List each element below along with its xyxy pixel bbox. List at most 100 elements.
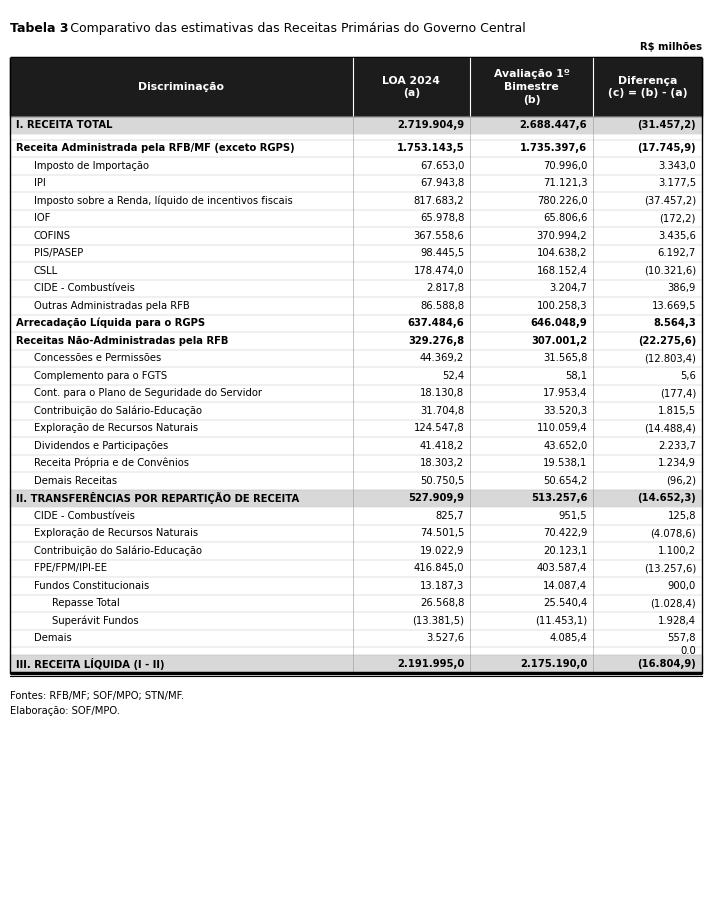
Text: (10.321,6): (10.321,6): [644, 266, 696, 275]
Text: Exploração de Recursos Naturais: Exploração de Recursos Naturais: [34, 423, 198, 433]
Text: R$ milhões: R$ milhões: [640, 42, 702, 52]
Text: Contribuição do Salário-Educação: Contribuição do Salário-Educação: [34, 545, 202, 556]
Text: Contribuição do Salário-Educação: Contribuição do Salário-Educação: [34, 406, 202, 416]
Bar: [10, 157, 702, 175]
Text: 178.474,0: 178.474,0: [414, 266, 464, 275]
Text: 386,9: 386,9: [668, 284, 696, 293]
Text: 2.817,8: 2.817,8: [426, 284, 464, 293]
Text: 3.435,6: 3.435,6: [658, 230, 696, 240]
Text: (96,2): (96,2): [666, 476, 696, 486]
Text: 19.538,1: 19.538,1: [543, 458, 587, 468]
Text: I. RECEITA TOTAL: I. RECEITA TOTAL: [16, 120, 112, 130]
Text: 825,7: 825,7: [436, 511, 464, 521]
Text: (4.078,6): (4.078,6): [650, 528, 696, 538]
Text: : Comparativo das estimativas das Receitas Primárias do Governo Central: : Comparativo das estimativas das Receit…: [62, 22, 525, 35]
Text: 70.996,0: 70.996,0: [543, 161, 587, 171]
Text: Outras Administradas pela RFB: Outras Administradas pela RFB: [34, 301, 190, 310]
Bar: [10, 367, 702, 384]
Bar: [10, 402, 702, 419]
Bar: [10, 419, 702, 437]
Text: 2.719.904,9: 2.719.904,9: [397, 120, 464, 130]
Text: 71.121,3: 71.121,3: [543, 178, 587, 188]
Bar: [10, 245, 702, 262]
Text: Demais Receitas: Demais Receitas: [34, 476, 117, 486]
Text: Dividendos e Participações: Dividendos e Participações: [34, 441, 168, 451]
Bar: [10, 490, 702, 507]
Text: (17.745,9): (17.745,9): [637, 143, 696, 153]
Text: Repasse Total: Repasse Total: [52, 598, 120, 608]
Text: III. RECEITA LÍQUIDA (I - II): III. RECEITA LÍQUIDA (I - II): [16, 658, 164, 670]
Text: 31.704,8: 31.704,8: [420, 406, 464, 416]
Text: Fundos Constitucionais: Fundos Constitucionais: [34, 580, 150, 590]
Text: 1.928,4: 1.928,4: [658, 616, 696, 625]
Text: Receita Própria e de Convênios: Receita Própria e de Convênios: [34, 458, 189, 469]
Text: 403.587,4: 403.587,4: [537, 563, 587, 573]
Text: 33.520,3: 33.520,3: [543, 406, 587, 416]
Bar: [10, 140, 702, 157]
Text: 19.022,9: 19.022,9: [419, 545, 464, 555]
Text: FPE/FPM/IPI-EE: FPE/FPM/IPI-EE: [34, 563, 107, 573]
Text: 1.735.397,6: 1.735.397,6: [520, 143, 587, 153]
Text: 2.191.995,0: 2.191.995,0: [397, 659, 464, 669]
Text: 17.953,4: 17.953,4: [543, 388, 587, 398]
Bar: [10, 595, 702, 612]
Text: LOA 2024
(a): LOA 2024 (a): [382, 76, 440, 98]
Text: Demais: Demais: [34, 634, 72, 643]
Text: 2.688.447,6: 2.688.447,6: [520, 120, 587, 130]
Text: CIDE - Combustíveis: CIDE - Combustíveis: [34, 284, 135, 293]
Text: 50.654,2: 50.654,2: [543, 476, 587, 486]
Text: Imposto de Importação: Imposto de Importação: [34, 161, 149, 171]
Text: 557,8: 557,8: [668, 634, 696, 643]
Text: 367.558,6: 367.558,6: [414, 230, 464, 240]
Text: 18.130,8: 18.130,8: [420, 388, 464, 398]
Text: 13.669,5: 13.669,5: [651, 301, 696, 310]
Text: 65.978,8: 65.978,8: [420, 213, 464, 223]
Bar: [10, 297, 702, 314]
Bar: [10, 280, 702, 297]
Text: II. TRANSFERÊNCIAS POR REPARTIÇÃO DE RECEITA: II. TRANSFERÊNCIAS POR REPARTIÇÃO DE REC…: [16, 492, 299, 504]
Text: (13.381,5): (13.381,5): [412, 616, 464, 625]
Text: 3.177,5: 3.177,5: [658, 178, 696, 188]
Text: (13.257,6): (13.257,6): [644, 563, 696, 573]
Text: (14.652,3): (14.652,3): [637, 493, 696, 503]
Text: Elaboração: SOF/MPO.: Elaboração: SOF/MPO.: [10, 706, 120, 716]
Text: 124.547,8: 124.547,8: [414, 423, 464, 433]
Bar: [10, 437, 702, 454]
Text: 26.568,8: 26.568,8: [420, 598, 464, 608]
Bar: [10, 349, 702, 367]
Text: 98.445,5: 98.445,5: [420, 248, 464, 258]
Text: 168.152,4: 168.152,4: [537, 266, 587, 275]
Text: 125,8: 125,8: [668, 511, 696, 521]
Text: 416.845,0: 416.845,0: [414, 563, 464, 573]
Bar: [10, 227, 702, 245]
Text: 637.484,6: 637.484,6: [407, 319, 464, 328]
Text: Complemento para o FGTS: Complemento para o FGTS: [34, 371, 167, 381]
Text: 527.909,9: 527.909,9: [408, 493, 464, 503]
Text: Diferença
(c) = (b) - (a): Diferença (c) = (b) - (a): [608, 76, 687, 98]
Bar: [10, 577, 702, 595]
Bar: [10, 542, 702, 560]
Text: (1.028,4): (1.028,4): [650, 598, 696, 608]
Text: (22.275,6): (22.275,6): [638, 336, 696, 346]
Bar: [10, 454, 702, 472]
Text: Arrecadação Líquida para o RGPS: Arrecadação Líquida para o RGPS: [16, 318, 205, 328]
Text: Exploração de Recursos Naturais: Exploração de Recursos Naturais: [34, 528, 198, 538]
Text: 646.048,9: 646.048,9: [530, 319, 587, 328]
Text: 1.815,5: 1.815,5: [658, 406, 696, 416]
Text: 50.750,5: 50.750,5: [420, 476, 464, 486]
Bar: [10, 58, 702, 116]
Text: 3.204,7: 3.204,7: [550, 284, 587, 293]
Text: 1.753.143,5: 1.753.143,5: [397, 143, 464, 153]
Text: 3.527,6: 3.527,6: [426, 634, 464, 643]
Text: PIS/PASEP: PIS/PASEP: [34, 248, 83, 258]
Text: 780.226,0: 780.226,0: [537, 196, 587, 206]
Bar: [10, 262, 702, 280]
Text: Avaliação 1º
Bimestre
(b): Avaliação 1º Bimestre (b): [494, 69, 570, 104]
Text: (31.457,2): (31.457,2): [637, 120, 696, 130]
Text: Receitas Não-Administradas pela RFB: Receitas Não-Administradas pela RFB: [16, 336, 229, 346]
Text: 307.001,2: 307.001,2: [531, 336, 587, 346]
Text: 86.588,8: 86.588,8: [420, 301, 464, 310]
Bar: [10, 525, 702, 542]
Text: 25.540,4: 25.540,4: [543, 598, 587, 608]
Text: 70.422,9: 70.422,9: [543, 528, 587, 538]
